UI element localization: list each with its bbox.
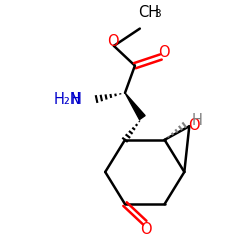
Text: O: O	[188, 118, 200, 132]
Polygon shape	[125, 93, 145, 120]
Text: O: O	[158, 45, 170, 60]
Text: O: O	[140, 222, 152, 237]
Text: 3: 3	[154, 10, 161, 20]
Text: H: H	[71, 92, 82, 106]
Text: CH: CH	[138, 5, 160, 20]
Text: H₂N: H₂N	[54, 92, 82, 106]
Text: H: H	[192, 113, 203, 128]
Text: O: O	[108, 34, 119, 49]
